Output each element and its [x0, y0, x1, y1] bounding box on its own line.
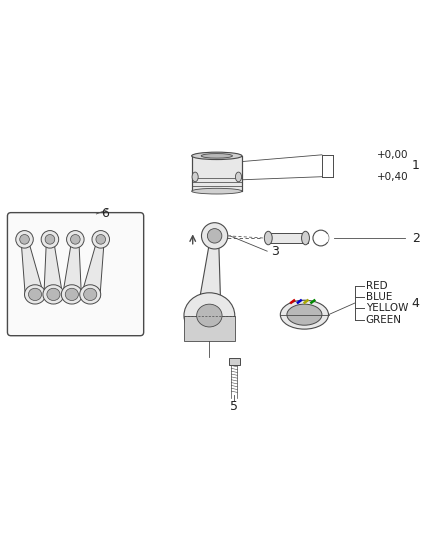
Text: +0,00: +0,00: [377, 150, 408, 160]
Polygon shape: [62, 239, 81, 298]
Ellipse shape: [201, 154, 233, 158]
Text: 4: 4: [412, 296, 420, 310]
Text: YELLOW: YELLOW: [366, 303, 408, 313]
Ellipse shape: [28, 288, 42, 301]
Circle shape: [67, 231, 84, 248]
Text: +0,40: +0,40: [377, 172, 408, 182]
Ellipse shape: [84, 288, 97, 301]
Ellipse shape: [265, 231, 272, 245]
Polygon shape: [44, 239, 63, 298]
Circle shape: [16, 231, 33, 248]
Polygon shape: [81, 239, 104, 298]
Bar: [229, 359, 240, 366]
Text: 6: 6: [101, 207, 109, 221]
Ellipse shape: [192, 188, 242, 194]
Text: 2: 2: [412, 231, 420, 245]
Ellipse shape: [184, 293, 235, 338]
Ellipse shape: [61, 285, 82, 304]
Ellipse shape: [80, 285, 101, 304]
Bar: [266, 233, 308, 243]
Text: GREEN: GREEN: [366, 315, 402, 325]
Ellipse shape: [65, 288, 78, 301]
Ellipse shape: [192, 152, 242, 159]
Circle shape: [45, 235, 55, 244]
Circle shape: [71, 235, 80, 244]
Polygon shape: [21, 239, 45, 298]
Bar: [192, 156, 242, 191]
Circle shape: [41, 231, 59, 248]
Ellipse shape: [280, 300, 328, 329]
Ellipse shape: [43, 285, 64, 304]
Text: 5: 5: [230, 400, 238, 413]
Ellipse shape: [197, 304, 222, 327]
Bar: [184, 316, 235, 341]
Ellipse shape: [236, 172, 242, 182]
Circle shape: [20, 235, 29, 244]
Ellipse shape: [301, 231, 309, 245]
Circle shape: [208, 229, 222, 243]
Text: 3: 3: [272, 245, 279, 257]
Text: BLUE: BLUE: [366, 292, 392, 302]
Text: 1: 1: [412, 159, 420, 172]
Circle shape: [96, 235, 106, 244]
Ellipse shape: [287, 304, 322, 325]
Circle shape: [92, 231, 110, 248]
Text: RED: RED: [366, 281, 387, 291]
Polygon shape: [198, 236, 221, 308]
Ellipse shape: [25, 285, 46, 304]
Ellipse shape: [192, 172, 198, 182]
FancyBboxPatch shape: [7, 213, 144, 336]
Circle shape: [201, 223, 228, 249]
Ellipse shape: [47, 288, 60, 301]
Wedge shape: [321, 234, 328, 242]
